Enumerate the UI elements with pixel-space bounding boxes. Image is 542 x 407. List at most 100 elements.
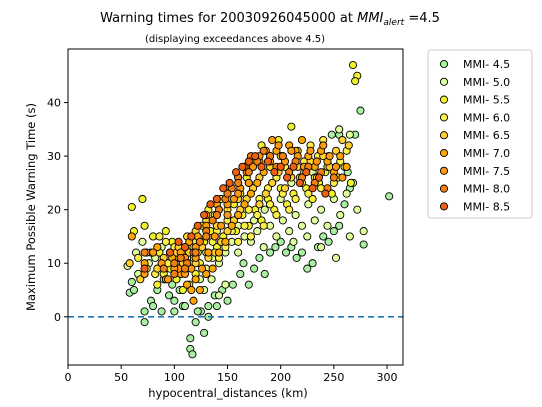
data-point	[327, 130, 336, 139]
data-point	[308, 184, 317, 193]
data-point	[206, 200, 215, 209]
data-point	[314, 173, 324, 182]
data-point	[180, 243, 190, 252]
y-tick-label: 40	[47, 97, 61, 110]
legend-entry: MMI- 5.5	[439, 94, 510, 107]
data-point	[276, 162, 285, 171]
data-point	[268, 178, 277, 187]
data-point	[253, 178, 262, 187]
x-tick-label: 50	[114, 371, 128, 384]
legend-marker	[439, 113, 449, 122]
data-point	[289, 237, 298, 246]
data-point	[161, 237, 170, 246]
data-point	[253, 210, 262, 220]
data-point	[170, 296, 179, 305]
data-point	[319, 232, 328, 241]
data-point	[127, 232, 136, 241]
data-point	[285, 227, 294, 236]
legend-entry: MMI- 7.5	[439, 165, 510, 178]
data-point	[266, 200, 275, 209]
data-point	[331, 253, 341, 262]
data-point	[214, 291, 224, 300]
data-point	[166, 248, 175, 257]
data-point	[219, 184, 228, 193]
data-point	[270, 168, 279, 177]
data-point	[319, 141, 328, 150]
chart-title: Warning times for 20030926045000 at MMIa…	[100, 11, 440, 28]
data-point	[244, 178, 253, 187]
legend-marker	[439, 184, 449, 193]
x-axis-ticks: 0 50 100 150 200 250 300	[65, 365, 398, 384]
data-point	[385, 192, 394, 201]
data-point	[186, 334, 195, 343]
data-point	[125, 259, 134, 268]
data-point	[240, 200, 249, 209]
data-point	[236, 269, 245, 278]
data-point	[189, 296, 198, 305]
y-tick-label: 20	[47, 204, 61, 217]
data-point	[231, 168, 241, 177]
data-point	[234, 248, 243, 257]
data-point	[228, 280, 237, 289]
legend-entry: MMI- 8.0	[439, 183, 510, 196]
data-point	[297, 221, 307, 230]
data-point	[140, 264, 149, 273]
data-point	[348, 61, 358, 70]
data-point	[223, 296, 232, 305]
data-point	[329, 173, 338, 182]
y-tick-label: 0	[54, 311, 61, 324]
legend-marker	[439, 166, 449, 175]
data-point	[240, 221, 249, 230]
x-tick-label: 250	[323, 371, 344, 384]
data-point	[153, 243, 162, 252]
data-point	[234, 210, 243, 220]
data-point	[304, 200, 313, 209]
data-point	[149, 248, 158, 257]
data-point	[268, 136, 277, 145]
data-point	[157, 307, 166, 316]
data-point	[331, 162, 341, 171]
data-point	[238, 162, 247, 171]
legend-entry: MMI- 8.5	[439, 200, 510, 213]
data-point	[234, 189, 243, 198]
data-point	[197, 264, 207, 273]
x-tick-label: 150	[217, 371, 238, 384]
data-point	[168, 280, 177, 289]
data-point	[302, 168, 311, 177]
data-point	[174, 237, 183, 246]
data-point	[212, 302, 221, 311]
data-point	[280, 184, 290, 193]
legend-entry: MMI- 7.0	[439, 147, 510, 160]
data-point	[127, 277, 136, 287]
data-point	[188, 350, 197, 359]
data-point	[223, 189, 232, 198]
data-point	[163, 275, 173, 284]
data-point	[195, 237, 204, 246]
data-point	[303, 264, 312, 273]
legend-label: MMI- 7.5	[463, 165, 510, 178]
data-point	[127, 202, 136, 212]
data-point	[138, 237, 147, 246]
data-point	[312, 157, 321, 166]
x-tick-label: 100	[164, 371, 185, 384]
data-point	[317, 205, 326, 214]
data-point	[204, 302, 213, 311]
data-point	[217, 221, 226, 230]
data-point	[138, 194, 147, 204]
data-point	[340, 200, 349, 209]
data-point	[336, 152, 345, 161]
chart-title-prefix: Warning times for 20030926045000 at	[100, 11, 357, 26]
data-point	[276, 237, 285, 246]
data-point	[170, 269, 179, 278]
data-point	[223, 227, 232, 236]
x-tick-label: 300	[377, 371, 398, 384]
data-point	[259, 146, 268, 155]
data-point	[244, 157, 253, 166]
data-point	[289, 162, 298, 171]
data-point	[342, 189, 351, 198]
data-point	[338, 136, 347, 145]
data-point	[250, 264, 259, 273]
data-point	[353, 205, 362, 214]
data-point	[359, 227, 368, 236]
